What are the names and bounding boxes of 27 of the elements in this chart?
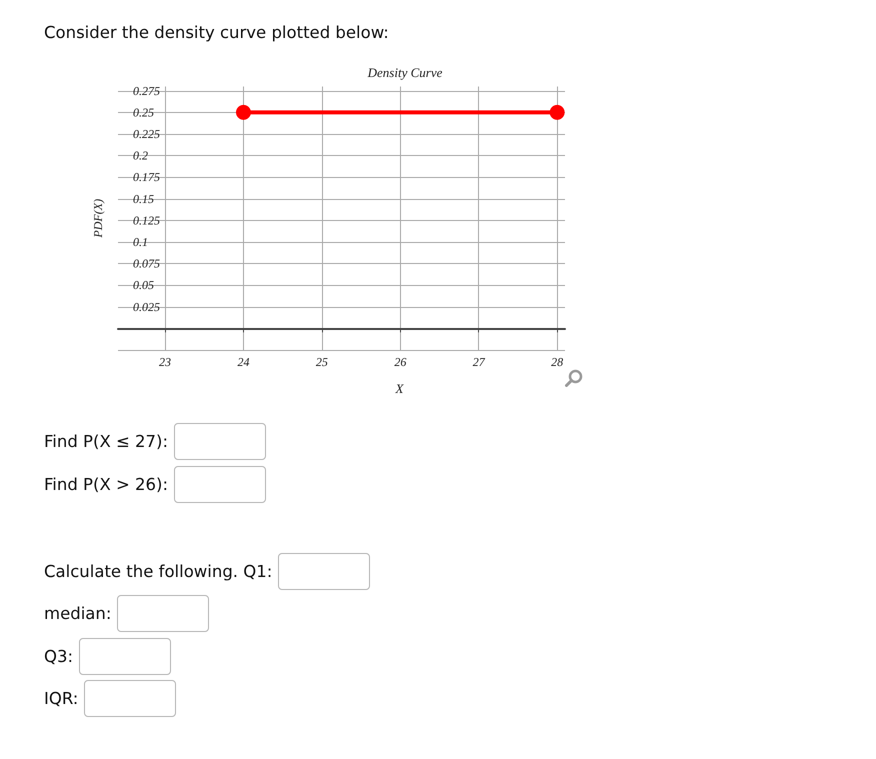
text: Consider the density curve plotted below: — [44, 22, 389, 42]
y-tick-label: 0.125 — [133, 213, 160, 228]
x-tick-label: 24 — [237, 355, 250, 369]
text: Find P(X > 26): — [44, 475, 168, 494]
x-tick-label: 25 — [316, 355, 328, 369]
y-tick-label: 0.2 — [133, 148, 148, 163]
x-tick-label: 27 — [472, 355, 486, 369]
y-tick-label: 0.275 — [133, 84, 160, 98]
text: median: — [44, 604, 112, 623]
y-tick-label: 0.05 — [133, 278, 154, 292]
chart-title: Density Curve — [366, 65, 443, 80]
y-tick-label: 0.225 — [133, 127, 160, 142]
text: Q3: — [44, 647, 74, 666]
y-tick-label: 0.15 — [133, 192, 154, 206]
x-tick-label: 28 — [551, 355, 564, 369]
y-tick-label: 0.1 — [133, 235, 148, 250]
y-tick-label: 0.075 — [133, 256, 160, 271]
y-tick-label: 0.025 — [133, 300, 160, 314]
x-axis-title: X — [394, 381, 405, 396]
x-tick-label: 26 — [394, 355, 406, 369]
y-axis-title: PDF(X) — [91, 198, 105, 239]
y-tick-label: 0.175 — [133, 170, 160, 184]
text: IQR: — [44, 689, 78, 708]
x-tick-label: 23 — [159, 355, 172, 369]
text: Calculate the following. Q1: — [44, 562, 272, 581]
text: Find P(X ≤ 27): — [44, 432, 168, 451]
y-tick-label: 0.25 — [133, 105, 154, 120]
